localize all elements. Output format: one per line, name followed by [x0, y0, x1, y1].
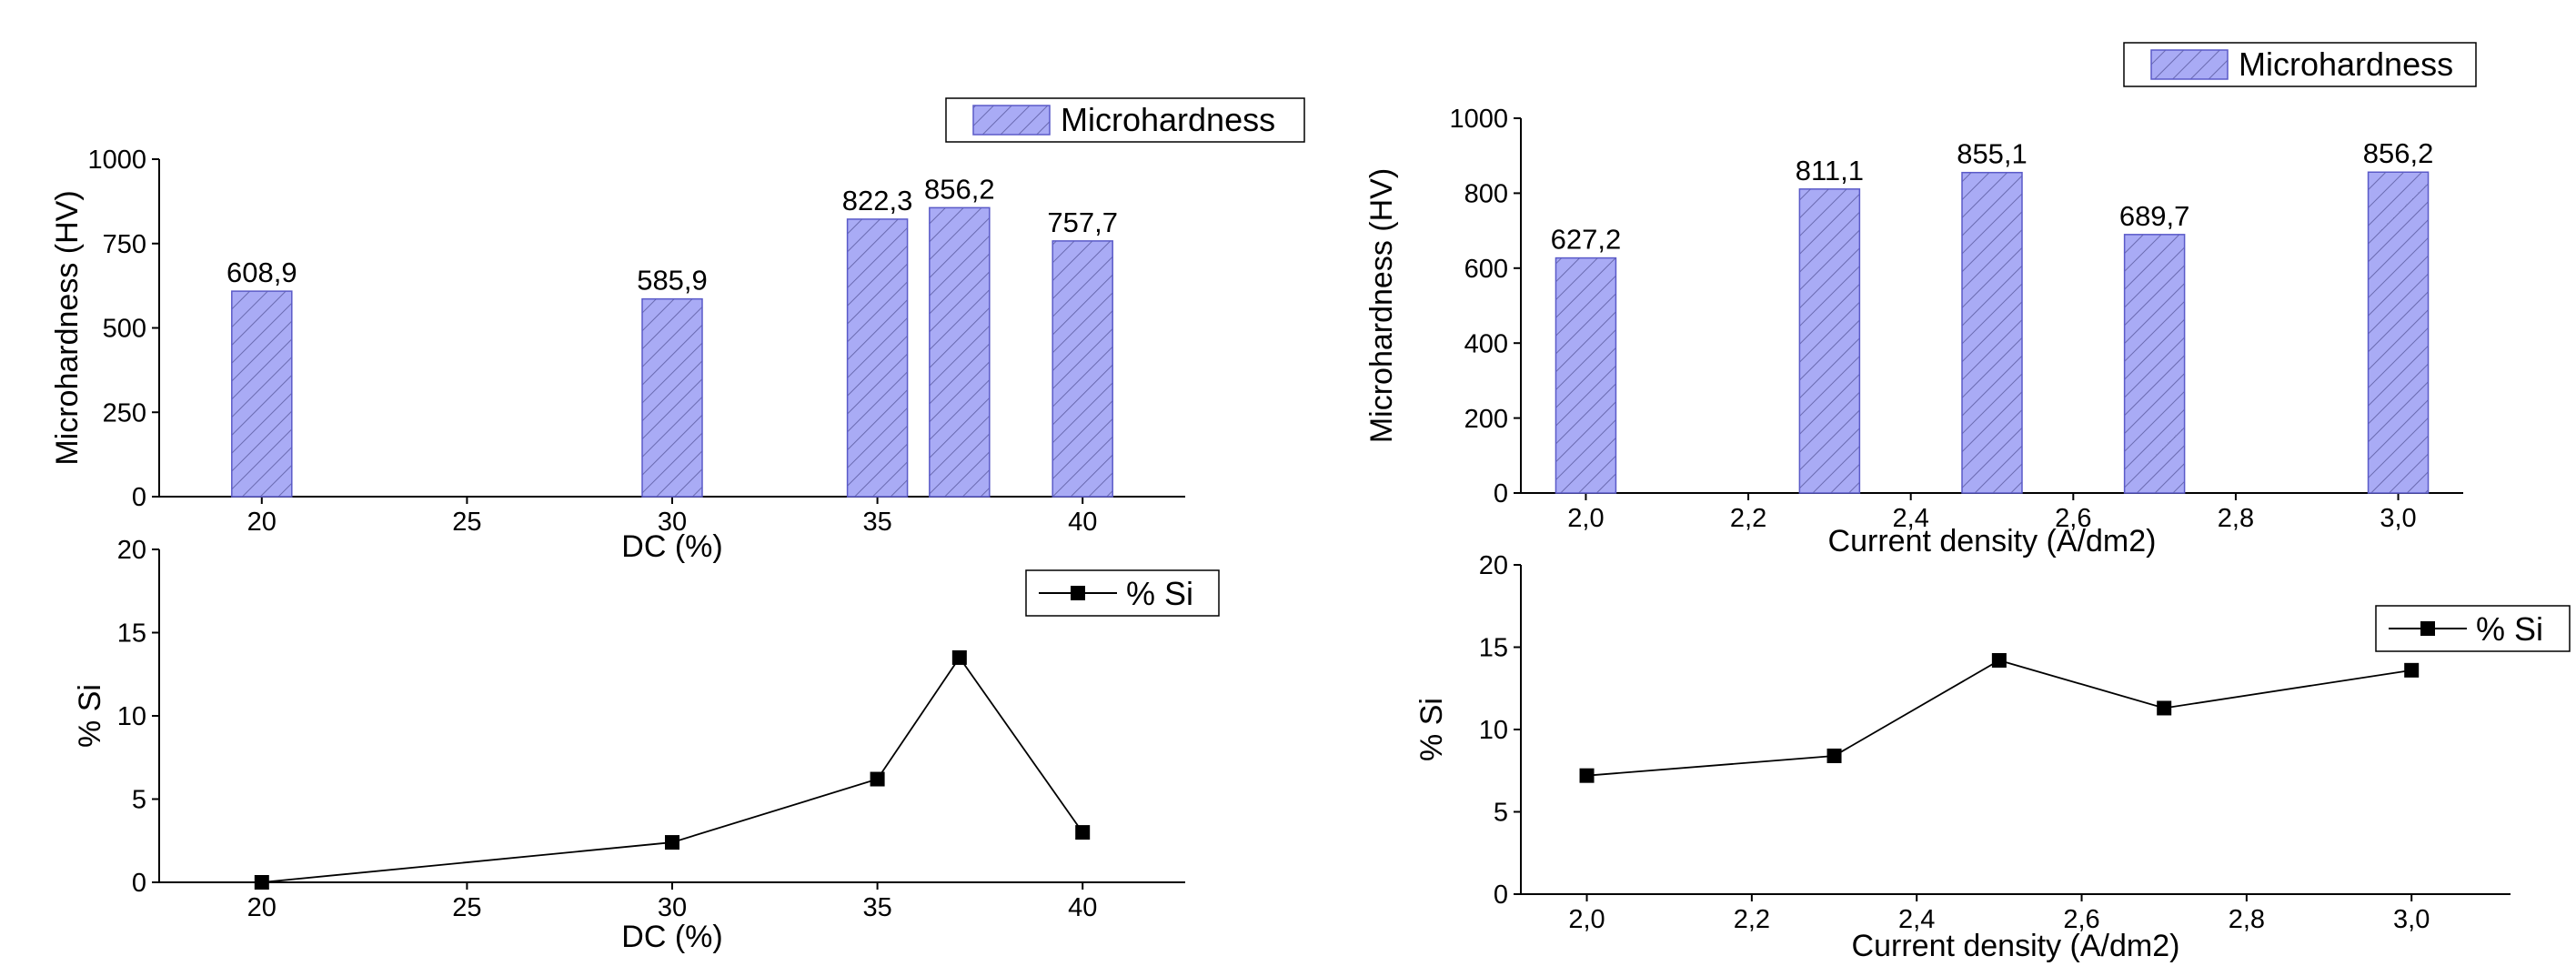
y-tick-label: 750 — [103, 230, 146, 259]
legend-box — [2375, 605, 2571, 652]
chart-dc-hardness: 0 250 500 750 1000 20 25 30 35 40 DC (%) Microhardn… — [50, 97, 1305, 564]
x-tick-label: 20 — [247, 508, 277, 537]
y-tick-label: 5 — [132, 786, 146, 815]
y-tick-label: 20 — [117, 536, 146, 565]
data-point-marker — [1826, 748, 1842, 763]
legend-label: % Si — [1126, 575, 1193, 612]
y-tick-label: 20 — [1479, 551, 1508, 580]
x-axis-label: DC (%) — [621, 920, 722, 954]
x-tick-label: 2,8 — [2218, 504, 2254, 533]
bar — [2367, 171, 2430, 494]
y-tick-label: 15 — [1479, 634, 1508, 663]
y-tick-label: 800 — [1464, 180, 1508, 209]
y-tick-label: 600 — [1464, 255, 1508, 284]
x-tick-label: 35 — [862, 893, 891, 922]
x-tick-label: 2,4 — [1898, 905, 1935, 934]
data-point-marker — [254, 875, 269, 890]
x-tick-label: 25 — [452, 508, 481, 537]
legend-marker — [1071, 586, 1085, 600]
y-axis-label: Microhardness (HV) — [1364, 168, 1399, 443]
y-tick-label: 0 — [132, 869, 146, 898]
x-tick-label: 3,0 — [2393, 905, 2430, 934]
data-point-marker — [870, 771, 885, 787]
bar — [641, 297, 703, 498]
bar-value-label: 811,1 — [1796, 155, 1864, 186]
y-tick-label: 10 — [1479, 716, 1508, 745]
bar — [2123, 234, 2186, 494]
x-tick-label: 40 — [1068, 508, 1097, 537]
legend-swatch — [972, 105, 1051, 136]
chart-dc-si: 0 5 10 15 20 20 25 30 35 40 DC (%) % Si % Si — [73, 536, 1220, 954]
bar-value-label: 689,7 — [2119, 200, 2190, 232]
x-tick-label: 2,2 — [1734, 905, 1770, 934]
y-tick-label: 1000 — [87, 146, 146, 175]
bar-value-label: 585,9 — [637, 265, 708, 297]
data-point-marker — [2157, 700, 2172, 716]
x-tick-label: 3,0 — [2380, 504, 2416, 533]
x-tick-label: 2,0 — [1568, 905, 1605, 934]
x-tick-label: 2,0 — [1567, 504, 1604, 533]
y-tick-label: 1000 — [1449, 105, 1508, 134]
x-tick-label: 2,8 — [2229, 905, 2265, 934]
y-tick-label: 5 — [1494, 799, 1508, 828]
chart-cd-si: 0 5 10 15 20 2,0 2,2 2,4 2,6 2,8 3,0 Current densit… — [1414, 551, 2571, 963]
data-point-marker — [1579, 768, 1595, 783]
data-point-marker — [1991, 652, 2007, 668]
x-tick-label: 2,2 — [1730, 504, 1766, 533]
y-tick-label: 0 — [1494, 880, 1508, 910]
x-tick-label: 30 — [658, 893, 687, 922]
x-tick-label: 25 — [452, 893, 481, 922]
bar-value-label: 822,3 — [842, 185, 913, 216]
bar-value-label: 608,9 — [226, 257, 297, 288]
y-tick-label: 0 — [132, 483, 146, 512]
bar — [231, 290, 293, 498]
bar — [1555, 257, 1617, 494]
y-tick-label: 10 — [117, 702, 146, 731]
bar-value-label: 856,2 — [2363, 137, 2434, 169]
bar-value-label: 855,1 — [1957, 138, 2028, 170]
data-point-marker — [2404, 662, 2420, 678]
y-tick-label: 500 — [103, 315, 146, 344]
bar — [929, 206, 991, 498]
x-tick-label: 2,6 — [2063, 905, 2099, 934]
y-tick-label: 0 — [1494, 479, 1508, 508]
y-tick-label: 15 — [117, 619, 146, 649]
series-line — [1586, 659, 2412, 777]
bar — [1052, 240, 1113, 498]
y-tick-label: 400 — [1464, 329, 1508, 358]
y-axis-label: Microhardness (HV) — [50, 190, 85, 465]
x-tick-label: 20 — [247, 893, 277, 922]
x-axis-label: Current density (A/dm2) — [1828, 524, 2157, 558]
x-tick-label: 2,4 — [1893, 504, 1929, 533]
legend-label: % Si — [2476, 610, 2543, 648]
legend-swatch — [2150, 49, 2229, 80]
legend-label: Microhardness — [1061, 101, 1275, 138]
bar-value-label: 757,7 — [1047, 206, 1118, 238]
y-axis-label: % Si — [1414, 698, 1449, 761]
x-tick-label: 2,6 — [2055, 504, 2091, 533]
chart-cd-hardness: 0 200 400 600 800 1000 2,0 2,2 2,4 2,6 2,8 3,0 Curre… — [1364, 42, 2477, 558]
data-point-marker — [1075, 825, 1091, 840]
x-tick-label: 35 — [862, 508, 891, 537]
y-tick-label: 250 — [103, 398, 146, 428]
x-tick-label: 40 — [1068, 893, 1097, 922]
x-tick-label: 30 — [658, 508, 687, 537]
bar — [1961, 171, 2023, 494]
x-axis-label: DC (%) — [621, 529, 722, 564]
bar-value-label: 627,2 — [1551, 224, 1622, 256]
x-axis-label: Current density (A/dm2) — [1852, 929, 2180, 963]
data-point-marker — [951, 649, 967, 665]
legend-marker — [2420, 621, 2435, 636]
legend-label: Microhardness — [2239, 45, 2453, 83]
bar — [846, 218, 909, 498]
data-point-marker — [665, 835, 679, 850]
bar — [1798, 188, 1861, 494]
bar-value-label: 856,2 — [924, 173, 995, 205]
y-tick-label: 200 — [1464, 405, 1508, 434]
y-axis-label: % Si — [73, 684, 107, 748]
